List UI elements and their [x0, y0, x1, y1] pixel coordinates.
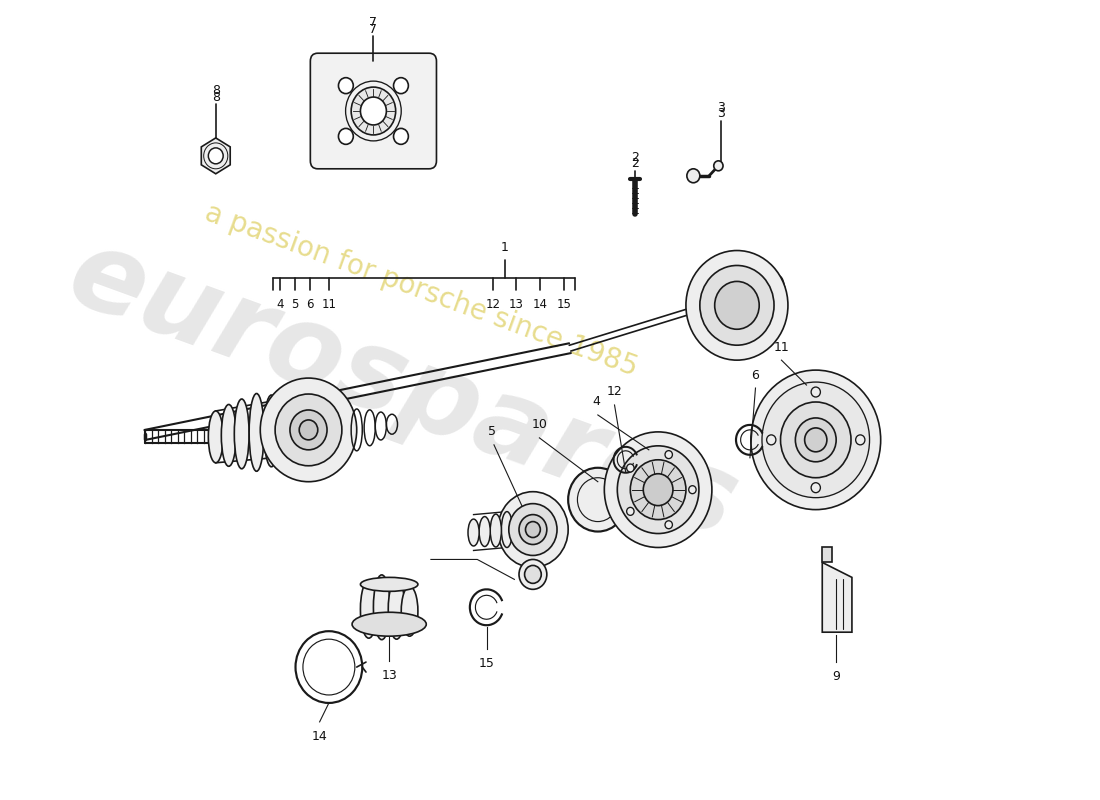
Text: eurospares: eurospares: [55, 220, 751, 561]
Ellipse shape: [388, 579, 405, 639]
Circle shape: [604, 432, 712, 547]
Circle shape: [630, 460, 686, 519]
Text: a passion for porsche since 1985: a passion for porsche since 1985: [201, 199, 641, 382]
Ellipse shape: [480, 517, 491, 546]
Circle shape: [714, 161, 723, 170]
Circle shape: [700, 266, 774, 345]
Circle shape: [394, 78, 408, 94]
Circle shape: [261, 378, 356, 482]
Circle shape: [689, 486, 696, 494]
Polygon shape: [823, 562, 851, 632]
Circle shape: [569, 468, 627, 531]
Circle shape: [715, 282, 759, 330]
Ellipse shape: [277, 401, 292, 458]
Circle shape: [666, 450, 672, 458]
Circle shape: [751, 370, 881, 510]
Text: 1: 1: [502, 241, 509, 254]
Circle shape: [686, 250, 788, 360]
Text: 12: 12: [606, 385, 623, 398]
Circle shape: [497, 492, 569, 567]
Text: 2: 2: [631, 151, 639, 164]
Circle shape: [525, 566, 541, 583]
Text: 7: 7: [370, 16, 377, 30]
Circle shape: [767, 435, 775, 445]
Text: 11: 11: [773, 341, 790, 354]
Text: 5: 5: [290, 298, 298, 311]
Ellipse shape: [737, 278, 748, 330]
Circle shape: [299, 420, 318, 440]
Text: 13: 13: [382, 669, 397, 682]
Ellipse shape: [249, 394, 264, 471]
Text: 11: 11: [321, 298, 337, 311]
Circle shape: [519, 514, 547, 545]
Circle shape: [627, 464, 634, 472]
Text: 15: 15: [557, 298, 572, 311]
Circle shape: [762, 382, 870, 498]
Text: 14: 14: [311, 730, 328, 743]
Circle shape: [275, 394, 342, 466]
Ellipse shape: [373, 575, 390, 640]
Text: 12: 12: [485, 298, 501, 311]
Circle shape: [856, 435, 865, 445]
Text: 6: 6: [751, 369, 759, 382]
Ellipse shape: [773, 277, 785, 326]
Ellipse shape: [748, 273, 760, 333]
Text: 6: 6: [307, 298, 315, 311]
Circle shape: [666, 521, 672, 529]
Text: 3: 3: [717, 101, 725, 114]
Ellipse shape: [208, 411, 223, 462]
Text: 10: 10: [531, 418, 548, 431]
Circle shape: [509, 504, 557, 555]
Text: 15: 15: [478, 657, 495, 670]
Circle shape: [811, 387, 821, 397]
Ellipse shape: [361, 578, 418, 591]
Ellipse shape: [352, 612, 427, 636]
Polygon shape: [823, 547, 832, 562]
Circle shape: [208, 148, 223, 164]
Circle shape: [394, 129, 408, 144]
Ellipse shape: [361, 580, 377, 638]
Ellipse shape: [491, 514, 502, 547]
Text: 14: 14: [532, 298, 548, 311]
Ellipse shape: [468, 519, 480, 546]
Ellipse shape: [713, 290, 725, 322]
Ellipse shape: [760, 274, 772, 331]
Circle shape: [795, 418, 836, 462]
Text: 7: 7: [370, 22, 377, 36]
Circle shape: [526, 522, 540, 538]
Circle shape: [627, 507, 634, 515]
Circle shape: [361, 97, 386, 125]
Text: 9: 9: [833, 670, 840, 683]
Circle shape: [290, 410, 327, 450]
Text: 4: 4: [276, 298, 284, 311]
Circle shape: [811, 482, 821, 493]
FancyBboxPatch shape: [310, 54, 437, 169]
Circle shape: [804, 428, 827, 452]
Polygon shape: [201, 138, 230, 174]
Circle shape: [351, 87, 396, 135]
Circle shape: [339, 78, 353, 94]
Text: 13: 13: [509, 298, 524, 311]
Ellipse shape: [221, 405, 236, 466]
Circle shape: [781, 402, 851, 478]
Ellipse shape: [402, 586, 418, 636]
Circle shape: [686, 169, 700, 182]
Circle shape: [617, 446, 698, 534]
Ellipse shape: [234, 399, 249, 469]
Text: 4: 4: [592, 395, 600, 408]
Ellipse shape: [502, 512, 513, 547]
Ellipse shape: [264, 395, 278, 466]
Circle shape: [339, 129, 353, 144]
Text: 8: 8: [212, 90, 220, 103]
Text: 8: 8: [212, 84, 220, 97]
Text: 5: 5: [488, 425, 496, 438]
Circle shape: [644, 474, 673, 506]
Ellipse shape: [725, 284, 737, 326]
Text: 2: 2: [631, 158, 639, 170]
Circle shape: [519, 559, 547, 590]
Text: 3: 3: [717, 107, 725, 121]
